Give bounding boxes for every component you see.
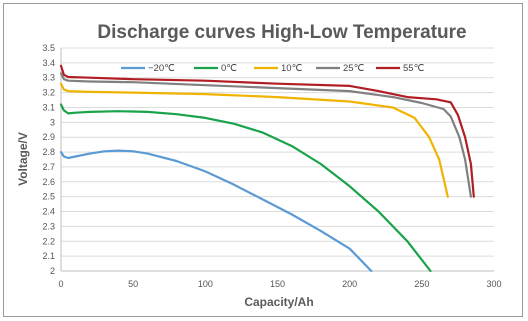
chart-title: Discharge curves High-Low Temperature bbox=[97, 22, 466, 43]
x-tick-label: 300 bbox=[486, 279, 501, 289]
legend-item: 0℃ bbox=[194, 63, 237, 74]
x-tick-label: 50 bbox=[128, 279, 138, 289]
series-line-1 bbox=[59, 103, 432, 273]
y-tick-label: 2 bbox=[50, 266, 55, 276]
y-axis-title: Voltage/V bbox=[16, 132, 30, 186]
series-lines bbox=[59, 64, 475, 273]
legend-label: −20℃ bbox=[148, 63, 175, 74]
legend-label: 0℃ bbox=[221, 63, 237, 74]
y-tick-label: 3.4 bbox=[42, 58, 55, 68]
x-tick-label: 0 bbox=[58, 279, 63, 289]
x-tick-label: 250 bbox=[414, 279, 429, 289]
y-tick-label: 2.9 bbox=[42, 132, 55, 142]
y-tick-label: 2.4 bbox=[42, 207, 55, 217]
x-tick-label: 100 bbox=[198, 279, 213, 289]
y-tick-label: 2.3 bbox=[42, 221, 55, 231]
y-tick-label: 2.6 bbox=[42, 177, 55, 187]
y-tick-label: 2.5 bbox=[42, 192, 55, 202]
series-line-0 bbox=[59, 149, 373, 273]
legend: −20℃ 0℃ 10℃ 25℃ 55℃ bbox=[121, 63, 425, 74]
legend-item: −20℃ bbox=[121, 63, 175, 74]
y-tick-label: 3.3 bbox=[42, 73, 55, 83]
legend-item: 10℃ bbox=[254, 63, 303, 74]
series-line-4 bbox=[59, 64, 475, 198]
y-tick-label: 2.7 bbox=[42, 162, 55, 172]
legend-label: 55℃ bbox=[403, 63, 425, 74]
y-tick-label: 2.1 bbox=[42, 251, 55, 261]
series-line-2 bbox=[59, 82, 449, 198]
legend-label: 25℃ bbox=[343, 63, 365, 74]
y-tick-labels: 2 2.1 2.2 2.3 2.4 2.5 2.6 2.7 2.8 2.9 3 3.1 3.2 3.3 3.… bbox=[42, 43, 55, 276]
x-tick-labels: 0 50 100 150 200 250 300 bbox=[58, 279, 501, 289]
legend-item: 25℃ bbox=[316, 63, 365, 74]
y-tick-label: 3.5 bbox=[42, 43, 55, 53]
x-tick-label: 200 bbox=[342, 279, 357, 289]
y-tick-label: 3.2 bbox=[42, 88, 55, 98]
chart-frame bbox=[3, 3, 523, 317]
x-axis-title: Capacity/Ah bbox=[244, 295, 313, 309]
y-tick-label: 3 bbox=[50, 117, 55, 127]
y-tick-label: 2.8 bbox=[42, 147, 55, 157]
legend-label: 10℃ bbox=[281, 63, 303, 74]
x-tick-label: 150 bbox=[270, 279, 285, 289]
series-line-3 bbox=[59, 72, 472, 198]
legend-item: 55℃ bbox=[376, 63, 425, 74]
y-tick-label: 3.1 bbox=[42, 102, 55, 112]
y-tick-label: 2.2 bbox=[42, 236, 55, 246]
